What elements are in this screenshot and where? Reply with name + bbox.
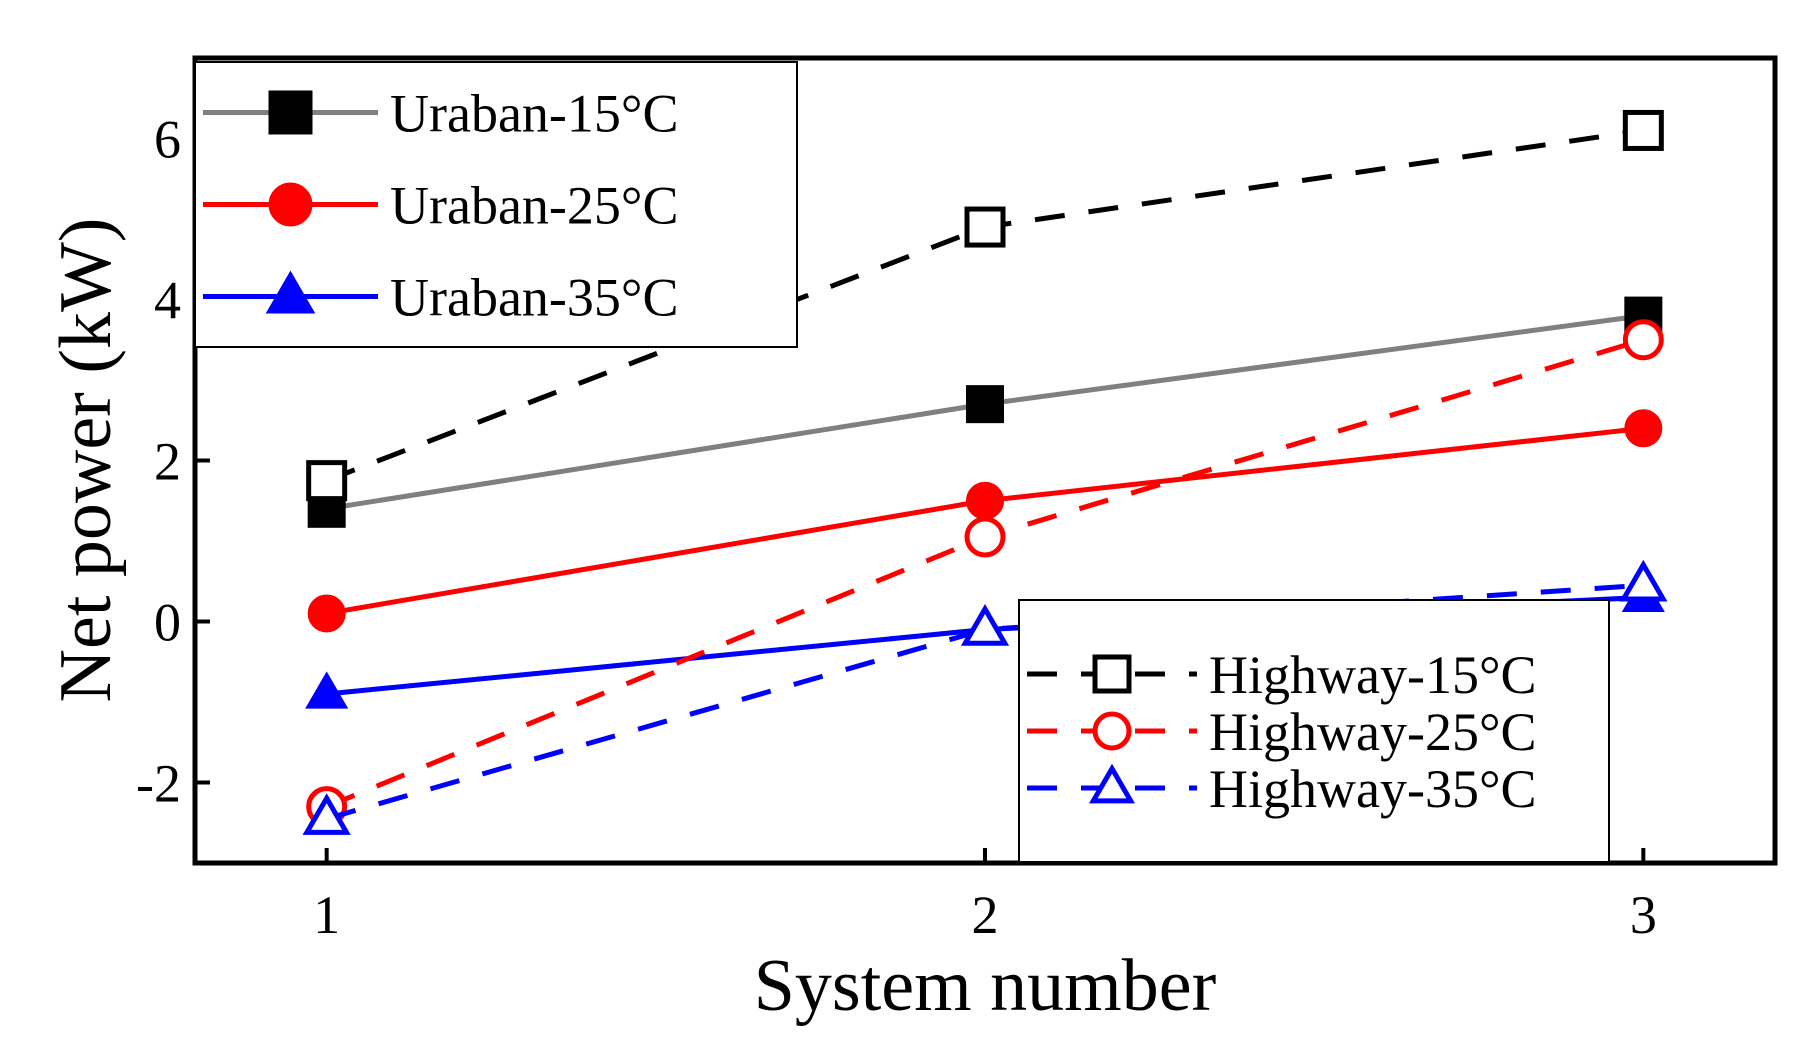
y-tick-label: 0 [154, 593, 181, 653]
data-point [307, 594, 346, 633]
legend-label: Highway-35°C [1209, 759, 1537, 819]
legend-marker [1088, 763, 1136, 804]
data-point [306, 460, 348, 502]
data-point [960, 604, 1010, 646]
legend-item: Highway-25°C [1027, 702, 1537, 762]
y-tick-label: 4 [154, 271, 181, 331]
x-tick-label: 1 [313, 885, 340, 945]
legend-label: Highway-15°C [1209, 645, 1537, 705]
legend-marker [265, 270, 316, 314]
legend-item: Uraban-15°C [203, 84, 679, 144]
y-axis-title: Net power (kW) [45, 218, 127, 703]
legend-marker [268, 90, 313, 135]
y-tick-label: -2 [136, 754, 181, 814]
y-tick-label: 6 [154, 110, 181, 170]
series-5 [302, 559, 1668, 835]
legend-label: Uraban-35°C [390, 268, 679, 328]
data-point [1622, 319, 1664, 361]
data-point [966, 385, 1004, 424]
data-point [1619, 559, 1668, 602]
legend-item: Highway-35°C [1027, 759, 1537, 819]
series-line [325, 582, 1644, 822]
ticks-layer: 1 2 3 -2 0 2 4 6 [136, 110, 1657, 946]
x-axis-title: System number [754, 945, 1216, 1027]
legend-marker [1092, 711, 1132, 751]
data-point [964, 206, 1006, 248]
legend-label: Uraban-15°C [390, 84, 679, 144]
legend-layer: Uraban-15°C Uraban-25°C Uraban-35°C Highway… [194, 61, 1610, 863]
legend-item: Highway-15°C [1027, 645, 1537, 705]
legend-top-left: Uraban-15°C Uraban-25°C Uraban-35°C [194, 61, 798, 348]
y-tick-label: 2 [154, 432, 181, 492]
data-point [302, 793, 351, 835]
series-layer [302, 109, 1668, 835]
data-point [964, 516, 1006, 558]
legend-label: Uraban-25°C [390, 176, 679, 236]
series-3 [306, 109, 1664, 502]
legend-marker [268, 182, 313, 227]
data-point [966, 481, 1004, 520]
legend-item: Uraban-25°C [203, 176, 679, 236]
legend-label: Highway-25°C [1209, 702, 1537, 762]
data-point [305, 671, 349, 709]
legend-marker [1092, 654, 1132, 694]
data-point [1624, 409, 1663, 448]
legend-item: Uraban-35°C [203, 268, 679, 328]
x-tick-label: 3 [1630, 885, 1657, 945]
x-tick-label: 2 [972, 885, 999, 945]
series-1 [307, 409, 1663, 633]
data-point [1622, 109, 1664, 151]
